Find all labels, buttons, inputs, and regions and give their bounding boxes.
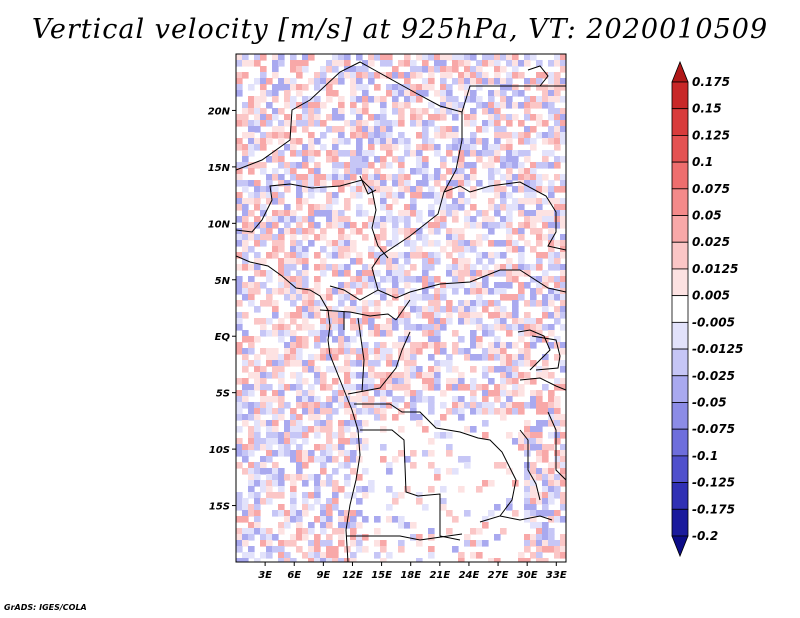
colorbar-segment xyxy=(671,428,689,457)
lon-tick-label: 27E xyxy=(488,570,509,581)
lon-tick-label: 12E xyxy=(342,570,363,581)
colorbar-top-arrow xyxy=(671,60,689,83)
lat-tick-label: EQ xyxy=(215,332,231,343)
colorbar-segment xyxy=(671,402,689,430)
lon-tick-label: 33E xyxy=(546,570,567,581)
grads-credit: GrADS: IGES/COLA xyxy=(4,603,87,612)
lat-tick-label: 15N xyxy=(208,163,231,174)
lat-tick-label: 20N xyxy=(208,106,231,117)
map-title: Vertical velocity [m/s] at 925hPa, VT: 2… xyxy=(31,14,769,45)
colorbar-label: -0.2 xyxy=(692,529,718,543)
colorbar-segment xyxy=(671,455,689,483)
colorbar-segment xyxy=(671,81,689,110)
colorbar-segment xyxy=(671,161,689,190)
lat-tick-label: 15S xyxy=(209,502,230,513)
lon-tick-label: 21E xyxy=(429,570,450,581)
colorbar-label: 0.075 xyxy=(692,182,730,196)
colorbar-segment xyxy=(671,108,689,136)
colorbar-segment xyxy=(671,268,689,297)
colorbar-segment xyxy=(671,482,689,510)
lon-tick-label: 15E xyxy=(371,570,392,581)
lat-tick-label: 10N xyxy=(208,219,231,230)
plot-frame xyxy=(235,53,567,563)
colorbar xyxy=(671,60,689,558)
country-borders xyxy=(236,61,566,562)
colorbar-label: -0.05 xyxy=(692,395,727,409)
colorbar-segment xyxy=(671,348,689,377)
colorbar-segment xyxy=(671,188,689,216)
latitude-axis: 20N 15N 10N 5N EQ 5S 10S 15S xyxy=(208,106,236,513)
colorbar-segment xyxy=(671,321,689,350)
vertical-velocity-field xyxy=(236,54,566,562)
colorbar-label: -0.175 xyxy=(692,502,735,516)
colorbar-label: 0.0125 xyxy=(692,262,738,276)
colorbar-segment xyxy=(671,241,689,270)
colorbar-bottom-arrow xyxy=(671,535,689,558)
lon-tick-label: 3E xyxy=(258,570,272,581)
colorbar-segment xyxy=(671,215,689,243)
colorbar-label: -0.005 xyxy=(692,315,735,329)
colorbar-label: -0.025 xyxy=(692,369,735,383)
longitude-axis: 3E 6E 9E 12E 15E 18E 21E 24E 27E 30E 33E xyxy=(258,562,567,581)
colorbar-label: 0.15 xyxy=(692,102,722,116)
lon-tick-label: 18E xyxy=(400,570,421,581)
lon-tick-label: 30E xyxy=(517,570,538,581)
colorbar-label: -0.075 xyxy=(692,422,735,436)
colorbar-segment xyxy=(671,375,689,403)
colorbar-segment xyxy=(671,508,689,537)
colorbar-label: -0.1 xyxy=(692,449,718,463)
colorbar-labels: 0.175 0.15 0.125 0.1 0.075 0.05 0.025 0.0125 0.0… xyxy=(692,75,743,543)
lon-tick-label: 24E xyxy=(459,570,480,581)
colorbar-label: -0.125 xyxy=(692,476,735,490)
colorbar-label: 0.025 xyxy=(692,235,730,249)
colorbar-label: 0.05 xyxy=(692,209,722,223)
colorbar-label: 0.175 xyxy=(692,75,730,89)
lat-tick-label: 5S xyxy=(216,389,230,400)
colorbar-label: 0.125 xyxy=(692,128,730,142)
colorbar-label: -0.0125 xyxy=(692,342,743,356)
colorbar-segment xyxy=(671,135,689,163)
lat-tick-label: 10S xyxy=(209,445,230,456)
lat-tick-label: 5N xyxy=(215,276,231,287)
colorbar-label: 0.005 xyxy=(692,289,730,303)
lon-tick-label: 6E xyxy=(287,570,301,581)
lon-tick-label: 9E xyxy=(316,570,330,581)
colorbar-segment xyxy=(671,295,689,323)
colorbar-label: 0.1 xyxy=(692,155,713,169)
